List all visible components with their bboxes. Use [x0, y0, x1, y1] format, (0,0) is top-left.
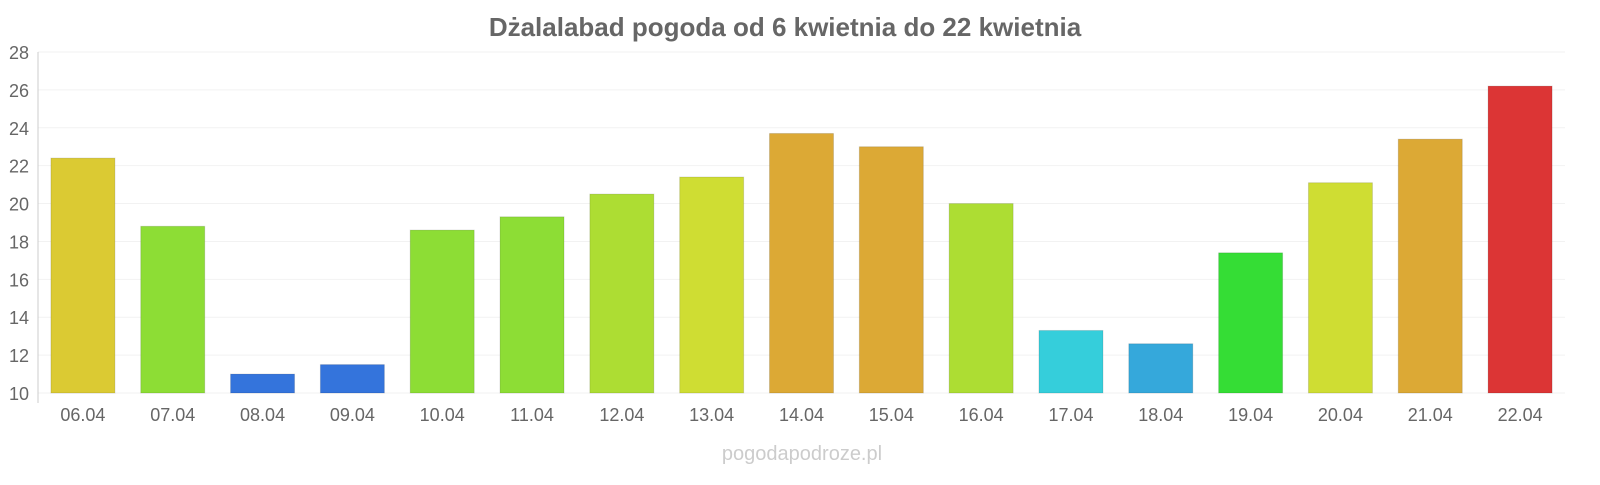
bar-11.04[interactable]	[499, 216, 565, 394]
y-tick-label: 12	[9, 346, 29, 366]
watermark: pogodapodroze.pl	[722, 443, 882, 465]
x-tick-label: 17.04	[1048, 405, 1093, 425]
bar-07.04[interactable]	[140, 225, 206, 394]
x-tick-label: 10.04	[420, 405, 465, 425]
x-tick-label: 19.04	[1228, 405, 1273, 425]
x-tick-label: 12.04	[599, 405, 644, 425]
y-tick-label: 16	[9, 270, 29, 290]
bar-09.04[interactable]	[319, 364, 385, 394]
x-tick-label: 15.04	[869, 405, 914, 425]
bar-15.04[interactable]	[858, 146, 924, 394]
y-tick-label: 14	[9, 308, 29, 328]
y-tick-label: 24	[9, 119, 29, 139]
x-tick-label: 07.04	[150, 405, 195, 425]
x-tick-label: 06.04	[60, 405, 105, 425]
x-tick-label: 13.04	[689, 405, 734, 425]
y-tick-label: 10	[9, 384, 29, 404]
bar-14.04[interactable]	[769, 132, 834, 394]
bar-20.04[interactable]	[1307, 182, 1373, 394]
bar-21.04[interactable]	[1397, 138, 1463, 394]
x-tick-label: 18.04	[1138, 405, 1183, 425]
x-tick-label: 08.04	[240, 405, 285, 425]
y-tick-label: 18	[9, 232, 29, 252]
bar-18.04[interactable]	[1128, 343, 1194, 394]
chart-title: Dżalalabad pogoda od 6 kwietnia do 22 kw…	[489, 12, 1082, 42]
bar-08.04[interactable]	[230, 373, 296, 394]
x-tick-label: 21.04	[1408, 405, 1453, 425]
bar-13.04[interactable]	[679, 176, 745, 394]
bar-10.04[interactable]	[409, 229, 475, 394]
bar-22.04[interactable]	[1487, 85, 1553, 394]
bar-16.04[interactable]	[948, 203, 1014, 394]
x-tick-label: 20.04	[1318, 405, 1363, 425]
bar-12.04[interactable]	[589, 193, 655, 394]
bar-19.04[interactable]	[1218, 252, 1284, 394]
x-tick-label: 11.04	[510, 405, 554, 425]
x-tick-label: 14.04	[779, 405, 824, 425]
bar-06.04[interactable]	[50, 157, 116, 394]
bar-17.04[interactable]	[1038, 329, 1104, 394]
x-tick-label: 16.04	[959, 405, 1004, 425]
x-tick-label: 09.04	[330, 405, 375, 425]
y-tick-label: 22	[9, 157, 29, 177]
x-tick-label: 22.04	[1498, 405, 1543, 425]
y-tick-label: 28	[9, 43, 29, 63]
y-tick-label: 20	[9, 195, 29, 215]
y-tick-label: 26	[9, 81, 29, 101]
